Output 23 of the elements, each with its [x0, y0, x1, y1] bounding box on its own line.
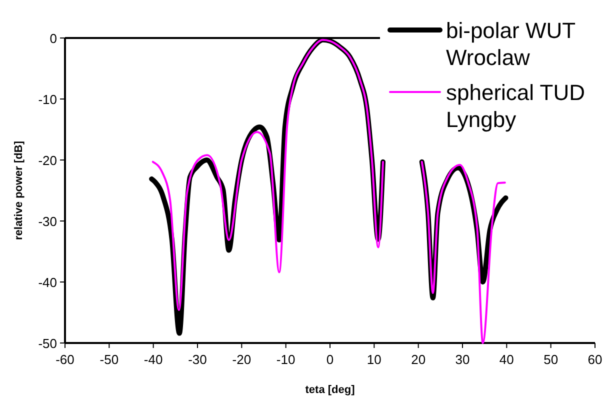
x-tick-label: -60: [56, 352, 74, 367]
x-tick-label: 40: [499, 352, 514, 367]
x-tick-label: 0: [326, 352, 334, 367]
x-tick-label: -20: [232, 352, 252, 367]
x-tick-label: 20: [411, 352, 426, 367]
y-tick-label: -20: [38, 153, 57, 168]
x-tick-label: -40: [144, 352, 163, 367]
x-tick-label: 50: [544, 352, 558, 367]
legend-label: spherical TUD Lyngby: [446, 80, 585, 132]
x-tick-label: -50: [100, 352, 119, 367]
x-tick-label: 10: [366, 352, 382, 367]
x-axis-title: teta [deg]: [305, 384, 356, 396]
y-tick-label: 0: [50, 31, 57, 46]
legend-label: bi-polar WUT Wroclaw: [446, 18, 576, 70]
y-tick-label: -30: [38, 214, 57, 229]
y-axis-title: relative power [dB]: [13, 140, 25, 240]
y-tick-label: -10: [38, 92, 57, 107]
x-tick-label: -10: [276, 352, 296, 367]
y-tick-label: -40: [38, 275, 57, 290]
y-tick-label: -50: [38, 336, 57, 351]
x-tick-label: 30: [455, 352, 470, 367]
x-tick-label: 60: [588, 352, 602, 367]
x-tick-label: -30: [188, 352, 207, 367]
